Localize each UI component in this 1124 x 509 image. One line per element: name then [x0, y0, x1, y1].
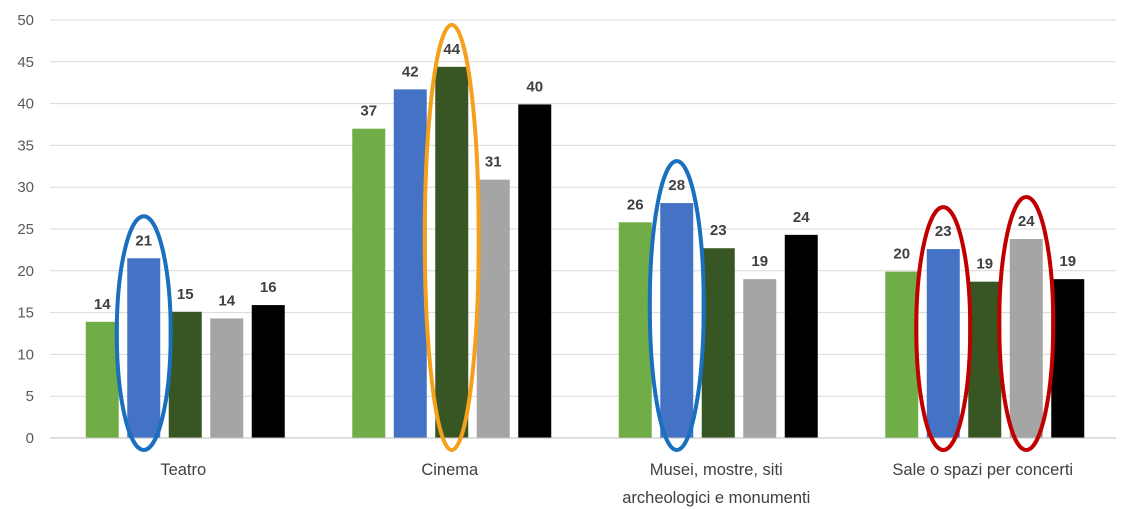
y-tick-label: 5 [26, 388, 34, 405]
highlight-oval [647, 159, 706, 452]
data-label: 28 [668, 177, 685, 194]
bar [393, 89, 427, 438]
y-tick-label: 40 [17, 96, 34, 113]
data-label: 16 [260, 279, 277, 296]
x-category-label: Musei, mostre, siti [650, 461, 783, 479]
bar [885, 271, 919, 438]
data-label: 20 [893, 246, 910, 263]
highlight-oval [114, 214, 173, 453]
data-label: 44 [443, 41, 460, 58]
data-label: 19 [976, 256, 993, 273]
data-label: 37 [360, 103, 377, 120]
bar [168, 311, 202, 438]
bar [352, 128, 386, 438]
data-label: 26 [627, 196, 644, 213]
x-category-label: Cinema [421, 461, 479, 479]
data-label: 40 [526, 78, 543, 95]
data-labels: 14 37 26 20 21 42 28 23 15 44 23 19 14 31 19 24 16 40 24 19 [94, 41, 1076, 313]
bar [743, 279, 777, 438]
y-tick-label: 30 [17, 179, 34, 196]
x-category-label: archeologici e monumenti [622, 489, 810, 507]
bar [968, 281, 1002, 438]
y-tick-label: 50 [17, 12, 34, 29]
y-tick-label: 0 [26, 430, 34, 447]
bar [476, 179, 510, 438]
y-tick-label: 35 [17, 137, 34, 154]
x-category-label: Teatro [160, 461, 206, 479]
data-label: 21 [135, 232, 152, 249]
data-label: 19 [1059, 253, 1076, 270]
highlight-oval [914, 205, 973, 453]
y-tick-label: 25 [17, 221, 34, 238]
highlight-oval [422, 22, 481, 452]
data-label: 14 [94, 296, 111, 313]
bar [435, 66, 469, 438]
bars [85, 66, 1085, 438]
x-category-label: Sale o spazi per concerti [892, 461, 1073, 479]
y-axis: 0 5 10 15 20 25 30 35 40 45 50 [17, 12, 34, 447]
highlight-ovals [114, 22, 1056, 453]
bar [85, 321, 119, 438]
bar [210, 318, 244, 438]
bar [784, 234, 818, 438]
bar [251, 305, 285, 438]
bar [1009, 239, 1043, 438]
data-label: 15 [177, 286, 194, 303]
bar [518, 104, 552, 438]
y-tick-label: 15 [17, 305, 34, 322]
bar [1051, 279, 1085, 438]
data-label: 42 [402, 63, 419, 80]
data-label: 14 [218, 292, 235, 309]
data-label: 24 [1018, 213, 1035, 230]
y-tick-label: 45 [17, 54, 34, 71]
data-label: 19 [751, 253, 768, 270]
bar [926, 249, 960, 438]
data-label: 23 [935, 223, 952, 240]
x-axis: Teatro Cinema Musei, mostre, siti archeolog… [50, 437, 1116, 507]
bar [618, 222, 652, 438]
highlight-oval [997, 195, 1056, 452]
y-tick-label: 10 [17, 346, 34, 363]
bar [127, 258, 161, 438]
data-label: 24 [793, 209, 810, 226]
data-label: 23 [710, 222, 727, 239]
y-tick-label: 20 [17, 263, 34, 280]
bar [701, 248, 735, 438]
data-label: 31 [485, 154, 502, 171]
bar [660, 203, 694, 438]
